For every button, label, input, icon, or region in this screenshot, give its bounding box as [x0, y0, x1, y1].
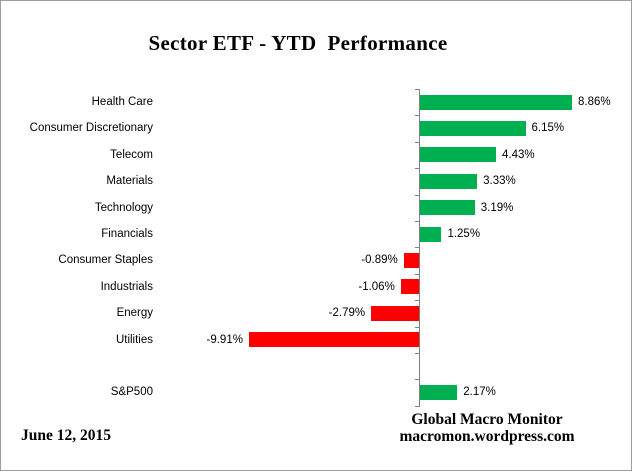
value-label: -2.79%	[328, 307, 366, 320]
category-label: Energy	[116, 307, 153, 320]
value-label: 3.33%	[483, 175, 516, 188]
axis-tick	[415, 326, 419, 328]
source-name: Global Macro Monitor	[411, 411, 563, 428]
category-label: Consumer Discretionary	[29, 122, 153, 135]
category-label: Financials	[101, 228, 153, 240]
chart-row: Consumer Discretionary 6.15%	[1, 115, 631, 141]
negative-bar	[371, 305, 419, 321]
chart-row: Telecom 4.43%	[1, 142, 631, 168]
value-label: 1.25%	[447, 228, 481, 240]
axis-tick	[415, 247, 419, 249]
axis-tick	[415, 221, 419, 222]
positive-bar	[420, 173, 478, 189]
chart-row	[1, 353, 631, 379]
positive-bar	[420, 385, 458, 401]
chart-row: Financials 1.25%	[1, 221, 631, 247]
value-label: -0.89%	[361, 254, 398, 267]
positive-bar	[420, 226, 442, 242]
positive-bar	[420, 94, 573, 110]
value-label: -1.06%	[358, 280, 395, 293]
chart-row: Consumer Staples -0.89%	[1, 247, 631, 273]
axis-tick	[415, 89, 419, 90]
axis-tick	[415, 300, 419, 302]
value-label: 3.19%	[480, 201, 514, 214]
axis-tick	[415, 405, 419, 407]
negative-bar	[403, 253, 419, 269]
positive-bar	[420, 121, 526, 137]
chart-row: Technology 3.19%	[1, 195, 631, 221]
axis-tick	[415, 379, 419, 381]
axis-tick	[415, 353, 419, 354]
y-axis-line	[419, 89, 420, 407]
category-label: Consumer Staples	[58, 254, 153, 267]
category-label: Materials	[106, 175, 153, 188]
value-label: 8.86%	[578, 96, 611, 108]
axis-tick	[415, 168, 419, 170]
axis-tick	[415, 194, 419, 196]
category-label: Telecom	[110, 148, 153, 161]
category-label: Health Care	[91, 96, 153, 108]
chart-row: Industrials -1.06%	[1, 274, 631, 300]
positive-bar	[420, 200, 475, 216]
axis-tick	[415, 141, 419, 143]
positive-bar	[420, 147, 497, 163]
plot-area: Health Care 8.86% Consumer Discretionary 6.…	[1, 89, 631, 407]
category-label: Technology	[94, 201, 153, 214]
value-label: 4.43%	[502, 148, 535, 161]
chart-row: Materials 3.33%	[1, 168, 631, 194]
axis-tick	[415, 273, 419, 275]
chart-title: Sector ETF - YTD Performance	[148, 31, 448, 55]
negative-bar	[248, 332, 419, 348]
category-label: Utilities	[115, 333, 153, 346]
chart-row: Utilities -9.91%	[1, 327, 631, 353]
value-label: 6.15%	[531, 122, 565, 135]
axis-tick	[415, 115, 419, 117]
value-label: -9.91%	[206, 333, 243, 346]
category-label: S&P500	[110, 386, 153, 399]
negative-bar	[400, 279, 419, 295]
chart-row: S&P500 2.17%	[1, 379, 631, 405]
category-label: Industrials	[100, 280, 153, 293]
chart-row: Energy -2.79%	[1, 300, 631, 326]
source-attribution: Global Macro Monitor macromon.wordpress.…	[341, 411, 631, 445]
date-label: June 12, 2015	[21, 427, 111, 444]
chart-row: Health Care 8.86%	[1, 89, 631, 115]
value-label: 2.17%	[463, 386, 496, 399]
source-url: macromon.wordpress.com	[399, 428, 575, 445]
